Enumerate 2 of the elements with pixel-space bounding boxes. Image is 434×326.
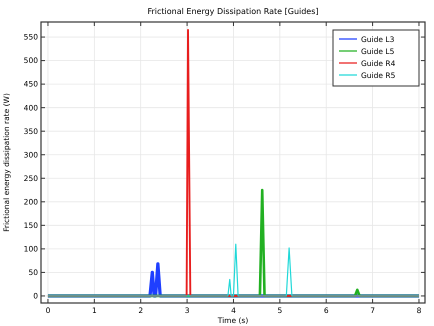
chart-title: Frictional Energy Dissipation Rate [Guides] — [147, 7, 319, 16]
line-series — [47, 244, 420, 297]
